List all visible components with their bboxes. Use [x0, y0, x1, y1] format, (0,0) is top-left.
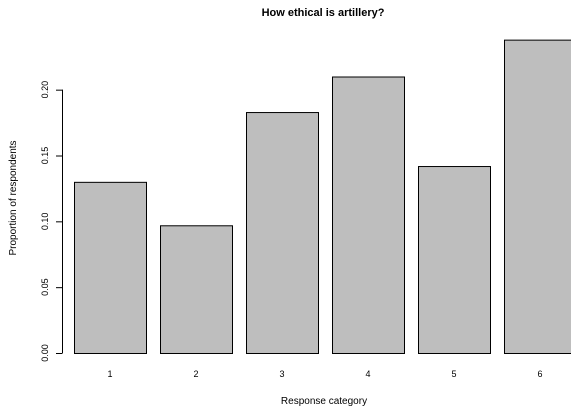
x-axis-label: Response category: [281, 396, 367, 406]
bar-1: [74, 181, 147, 354]
bars: [74, 39, 571, 355]
x-tick-label: 2: [193, 369, 198, 379]
bar-4: [332, 76, 405, 354]
bar-6: [504, 39, 571, 355]
y-tick-label: 0.05: [40, 278, 50, 296]
y-tick-label: 0.20: [40, 81, 50, 99]
y-tick-label: 0.10: [40, 213, 50, 231]
bar-3: [246, 112, 319, 354]
y-axis-label: Proportion of respondents: [8, 140, 19, 255]
bar-5: [418, 166, 491, 354]
y-tick-label: 0.00: [40, 344, 50, 362]
chart-title: How ethical is artillery?: [262, 7, 385, 19]
x-tick-label: 1: [107, 369, 112, 379]
y-tick-label: 0.15: [40, 147, 50, 165]
x-tick-label: 5: [451, 369, 456, 379]
bar-2: [160, 225, 233, 355]
x-tick-label: 3: [279, 369, 284, 379]
x-axis: 1 2 3 4 5 6: [107, 369, 542, 379]
x-tick-label: 6: [537, 369, 542, 379]
x-tick-label: 4: [365, 369, 370, 379]
y-axis: 0.00 0.05 0.10 0.15 0.20: [40, 81, 63, 362]
